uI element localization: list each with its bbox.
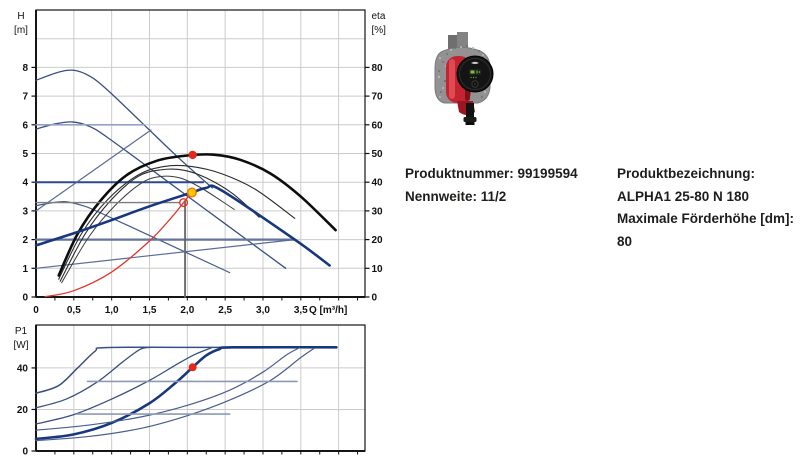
x-tick-label: 2,5 <box>218 305 232 316</box>
pump-pipe <box>466 103 474 119</box>
product-number-label: Produktnummer: <box>405 166 514 181</box>
y-tick-label-right: 10 <box>372 264 384 275</box>
y-tick-label-left: 6 <box>22 120 28 131</box>
max-head-label: Maximale Förderhöhe [dm]: <box>617 211 795 226</box>
nominal-width-label: Nennweite: <box>405 188 478 204</box>
eta-curve-1 <box>59 168 260 282</box>
system-curve <box>44 190 194 298</box>
y-tick-label-right: 60 <box>372 120 384 131</box>
selected-control-curve <box>34 184 331 267</box>
p1-operating-point[interactable] <box>188 363 197 372</box>
p1-slow-1 <box>35 347 300 431</box>
y-tick-label-right: 80 <box>372 63 384 74</box>
p1-speed-2 <box>35 346 152 409</box>
y-tick-label-right: 70 <box>372 92 384 103</box>
x-tick-label: 3,0 <box>256 305 270 316</box>
p1-slow-2 <box>35 347 316 442</box>
y-tick-label-right: 40 <box>372 178 384 189</box>
x-axis-title: Q [m³/h] <box>309 305 347 316</box>
x-tick-label: 3,5 <box>294 305 308 316</box>
y-axis-title-right: [%] <box>372 25 387 36</box>
max-head-value: 80 <box>617 233 633 249</box>
p1-chart: 0 20 40 P1 [W] <box>14 324 366 458</box>
x-tick-label: 0,5 <box>67 305 81 316</box>
product-number-value: 99199594 <box>517 166 578 181</box>
x-tick-label: 2,0 <box>180 305 194 316</box>
pump-top-fitting <box>448 35 457 49</box>
pp-curve-1 <box>35 239 296 269</box>
x-tick-label: 0 <box>33 305 39 316</box>
y-axis-title-left: [W] <box>14 340 29 351</box>
p1-speed-3 <box>35 346 338 395</box>
pump-photo <box>434 32 494 125</box>
product-designation-label: Produktbezeichnung: <box>617 166 755 181</box>
nominal-width-value: 11/2 <box>480 188 507 204</box>
speed-curve-2 <box>35 121 287 269</box>
y-tick-label-left: 0 <box>22 293 28 304</box>
eta-curve-max <box>57 153 337 277</box>
product-image <box>434 32 494 125</box>
product-info-left: Produktnummer: 99199594 Nennweite: 11/2 <box>405 163 610 208</box>
y-tick-label-left: 8 <box>22 63 28 74</box>
y-tick-label-left: 3 <box>22 206 28 217</box>
x-tick-label: 1,5 <box>143 305 157 316</box>
y-tick-label-right: 0 <box>372 293 378 304</box>
y-tick-label-right: 50 <box>372 149 384 160</box>
y-tick-label-left: 4 <box>22 178 28 189</box>
product-designation-value: ALPHA1 25-80 N 180 <box>617 188 750 204</box>
y-tick-label-left: 1 <box>22 264 28 275</box>
operating-point[interactable] <box>186 187 197 198</box>
brand-logo <box>471 61 479 64</box>
y-tick-label-left: 7 <box>22 92 28 103</box>
y-tick-label-left: 0 <box>22 447 28 458</box>
duty-point-requested[interactable] <box>179 198 189 208</box>
y-axis-title-left: [m] <box>14 25 28 36</box>
y-axis-title-right: eta <box>372 11 386 22</box>
y-tick-label-left: 2 <box>22 235 28 246</box>
nominal-width-row: Nennweite: 11/2 <box>405 186 610 209</box>
pp-curve-3 <box>35 129 152 212</box>
efficiency-point[interactable] <box>188 150 197 160</box>
y-tick-label-right: 20 <box>372 235 384 246</box>
y-axis-title-left: H <box>17 11 24 22</box>
p1-selected <box>34 345 338 441</box>
product-number-row: Produktnummer: 99199594 <box>405 163 610 186</box>
y-axis-title-left: P1 <box>15 326 28 337</box>
y-tick-label-right: 30 <box>372 206 384 217</box>
y-tick-label-left: 40 <box>17 363 29 374</box>
product-info-right: Produktbezeichnung: ALPHA1 25-80 N 180 M… <box>617 163 799 253</box>
y-tick-label-left: 5 <box>22 149 28 160</box>
eta-curve-2 <box>58 164 296 280</box>
p1-mid <box>35 347 213 425</box>
x-tick-label: 1,0 <box>105 305 119 316</box>
y-tick-label-left: 20 <box>17 405 29 416</box>
